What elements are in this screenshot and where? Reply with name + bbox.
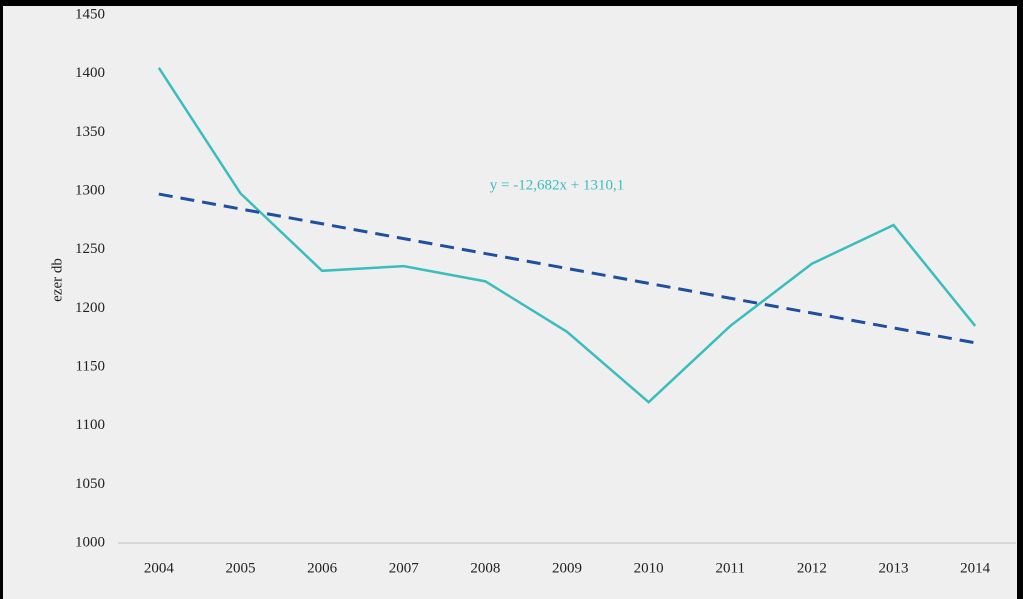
y-tick-label: 1300 [75,182,105,198]
x-tick-label: 2005 [225,560,255,576]
x-tick-label: 2010 [634,560,664,576]
y-tick-label: 1150 [76,358,105,374]
y-tick-label: 1100 [76,417,105,433]
x-tick-label: 2008 [470,560,500,576]
y-tick-label: 1450 [75,6,105,22]
x-tick-label: 2004 [144,560,175,576]
y-tick-label: 1350 [75,124,105,140]
trendline-equation: y = -12,682x + 1310,1 [490,177,624,193]
x-tick-label: 2006 [307,560,338,576]
y-tick-label: 1250 [75,241,105,257]
y-axis-label: ezer db [49,258,65,302]
y-tick-label: 1400 [75,65,105,81]
x-tick-label: 2013 [879,560,909,576]
x-tick-label: 2007 [389,560,420,576]
y-tick-label: 1000 [75,534,105,550]
y-tick-label: 1050 [75,476,105,492]
x-tick-label: 2014 [960,560,991,576]
x-tick-label: 2012 [797,560,827,576]
y-tick-label: 1200 [75,300,105,316]
x-tick-label: 2009 [552,560,582,576]
trendline [158,192,976,345]
series-line [157,67,977,404]
plot-background [3,6,1017,599]
x-tick-label: 2011 [716,560,745,576]
